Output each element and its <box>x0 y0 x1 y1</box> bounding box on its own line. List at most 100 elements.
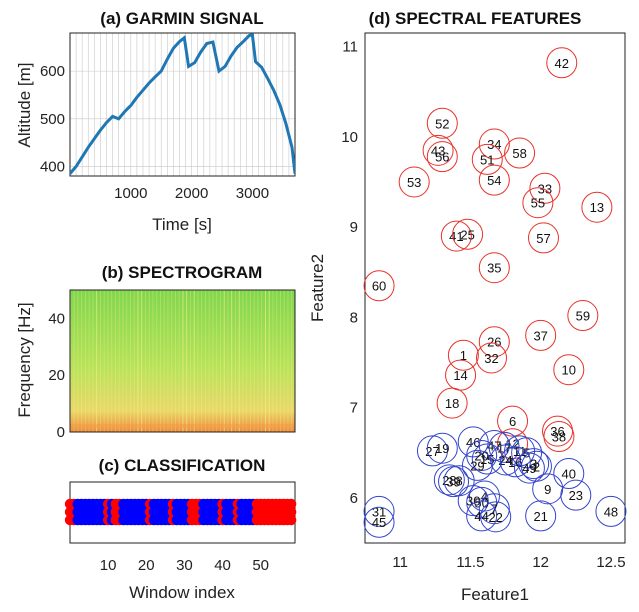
feature-point-circle <box>447 339 479 371</box>
feature-point-51: 51 <box>471 143 503 175</box>
feature-point-24: 24 <box>490 444 522 476</box>
feature-point-circle <box>440 220 472 252</box>
feature-point-circle <box>363 495 395 527</box>
feature-point-circle <box>595 495 627 527</box>
feature-point-circle <box>553 354 585 386</box>
spectrogram-column-edge <box>272 290 274 432</box>
feature-point-44: 44 <box>466 500 498 532</box>
feature-point-circle <box>363 270 395 302</box>
chart-b-ylabel: Frequency [Hz] <box>15 302 34 417</box>
spectrogram-column-edge <box>246 290 248 432</box>
feature-point-label: 57 <box>536 231 550 246</box>
feature-point-22: 22 <box>480 501 512 533</box>
spectrogram-column-edge <box>190 290 191 432</box>
feature-point-label: 39 <box>446 475 460 490</box>
feature-point-label: 42 <box>555 56 569 71</box>
x-tick-label: 30 <box>176 557 193 574</box>
feature-point-53: 53 <box>398 166 430 198</box>
panel-classification: (c) CLASSIFICATION 10 20 30 40 50 Window ind… <box>64 456 297 602</box>
chart-d-title: (d) SPECTRAL FEATURES <box>369 9 582 28</box>
feature-point-label: 28 <box>442 473 456 488</box>
feature-point-circle <box>478 252 510 284</box>
feature-point-label: 60 <box>372 279 386 294</box>
feature-point-19: 19 <box>426 432 458 464</box>
feature-point-26: 26 <box>478 326 510 358</box>
chart-b-ticks: 0 20 40 <box>48 310 65 441</box>
panel-garmin-signal: (a) GARMIN SIGNAL 1000 2000 3000400500600 … <box>15 9 296 234</box>
x-tick-label: 50 <box>252 557 269 574</box>
spectrogram-column-edge <box>235 290 236 432</box>
feature-point-label: 44 <box>474 509 488 524</box>
feature-point-38: 38 <box>543 420 575 452</box>
feature-point-6: 6 <box>497 405 529 437</box>
feature-point-35: 35 <box>478 252 510 284</box>
feature-point-label: 6 <box>509 414 516 429</box>
spectrogram-low-band <box>70 424 295 428</box>
x-tick-label: 11.5 <box>456 554 484 571</box>
chart-c-ticks: 10 20 30 40 50 <box>100 557 269 574</box>
feature-point-13: 13 <box>581 191 613 223</box>
classification-point-red <box>285 506 297 518</box>
chart-a-title: (a) GARMIN SIGNAL <box>100 9 263 28</box>
spectrogram-column-edge <box>92 290 94 432</box>
feature-point-45: 45 <box>363 506 395 538</box>
spectrogram-column-edge <box>111 290 113 432</box>
feature-point-9: 9 <box>532 473 564 505</box>
feature-point-label: 3 <box>530 457 537 472</box>
spectrogram-column-edge <box>291 290 293 432</box>
spectrogram-column-edge <box>250 290 251 432</box>
feature-point-label: 10 <box>562 363 576 378</box>
x-tick-label: 12.5 <box>596 554 625 571</box>
feature-point-circle <box>546 47 578 79</box>
feature-point-label: 30 <box>466 494 480 509</box>
feature-point-label: 21 <box>533 509 547 524</box>
spectrogram-column-edge <box>160 290 161 432</box>
feature-point-label: 45 <box>372 515 386 530</box>
feature-point-circle <box>478 128 510 160</box>
feature-point-3: 3 <box>518 448 550 480</box>
y-tick-label: 500 <box>40 111 65 128</box>
feature-point-circle <box>426 432 458 464</box>
feature-point-label: 8 <box>456 474 463 489</box>
feature-point-label: 2 <box>533 459 540 474</box>
classification-points <box>64 498 297 526</box>
spectrogram-column-edge <box>276 290 278 432</box>
feature-point-10: 10 <box>553 354 585 386</box>
feature-point-circle <box>398 166 430 198</box>
chart-a-ylabel: Altitude [m] <box>15 62 34 147</box>
feature-point-label: 37 <box>533 328 547 343</box>
feature-point-32: 32 <box>475 342 507 374</box>
spectrogram-column-edge <box>122 290 124 432</box>
spectrogram-column-edge <box>175 290 176 432</box>
chart-b-title: (b) SPECTROGRAM <box>102 263 263 282</box>
feature-point-circle <box>553 457 585 489</box>
feature-point-30: 30 <box>457 485 489 517</box>
feature-point-circle <box>433 464 465 496</box>
feature-point-circle <box>471 143 503 175</box>
spectrogram-column-edge <box>182 290 184 432</box>
feature-point-55: 55 <box>522 187 554 219</box>
feature-point-label: 23 <box>569 488 583 503</box>
feature-point-circle <box>466 500 498 532</box>
feature-point-23: 23 <box>560 479 592 511</box>
spectrogram-column-edge <box>171 290 173 432</box>
spectrogram-column-edge <box>253 290 255 432</box>
feature-point-circle <box>452 218 484 250</box>
feature-point-2: 2 <box>520 450 552 482</box>
x-tick-label: 10 <box>100 557 117 574</box>
feature-point-21: 21 <box>525 500 557 532</box>
feature-point-label: 35 <box>487 261 501 276</box>
spectrogram-column-edge <box>148 290 150 432</box>
feature-point-label: 1 <box>460 348 467 363</box>
chart-c-title: (c) CLASSIFICATION <box>99 456 266 475</box>
feature-point-42: 42 <box>546 47 578 79</box>
feature-point-circle <box>426 141 458 173</box>
feature-point-circle <box>527 222 559 254</box>
panel-spectrogram: (b) SPECTROGRAM 0 20 40 Frequency [Hz] <box>15 263 296 441</box>
feature-point-58: 58 <box>504 137 536 169</box>
feature-point-28: 28 <box>433 464 465 496</box>
feature-point-label: 53 <box>407 175 421 190</box>
feature-point-label: 36 <box>550 424 564 439</box>
spectrogram-column-edge <box>103 290 105 432</box>
spectrogram-column-edge <box>81 290 83 432</box>
